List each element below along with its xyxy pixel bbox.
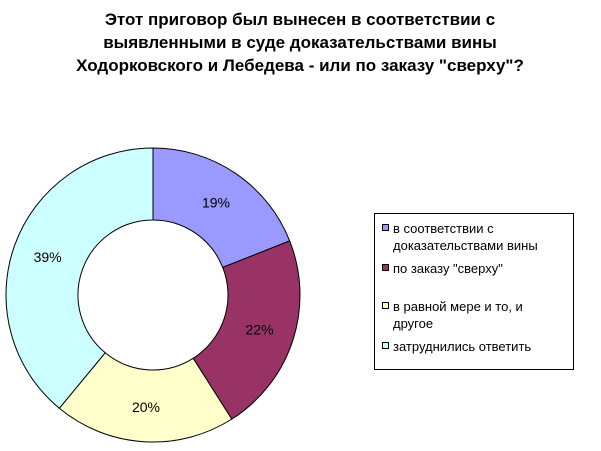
chart-title: Этот приговор был вынесен в соответствии… bbox=[76, 10, 524, 75]
chart-legend: в соответствии с доказательствами вины п… bbox=[374, 213, 574, 370]
donut-slice-4 bbox=[5, 147, 154, 409]
donut-slice-2 bbox=[192, 240, 301, 420]
legend-item-1: в соответствии с доказательствами вины bbox=[382, 220, 568, 254]
legend-swatch-1 bbox=[382, 224, 389, 231]
slice-label-2: 22% bbox=[246, 322, 274, 338]
donut-slice-3 bbox=[58, 352, 233, 443]
slice-label-3: 20% bbox=[132, 399, 160, 415]
legend-label-2: по заказу "сверху" bbox=[393, 261, 503, 276]
donut-slices bbox=[5, 147, 301, 443]
legend-label-3: в равной мере и то, и другое bbox=[393, 299, 523, 331]
legend-swatch-3 bbox=[382, 302, 389, 309]
legend-swatch-2 bbox=[382, 264, 389, 271]
donut-slice-1 bbox=[152, 147, 291, 269]
legend-item-4: затруднились ответить bbox=[382, 338, 568, 355]
legend-item-2: по заказу "сверху" bbox=[382, 260, 568, 277]
legend-label-4: затруднились ответить bbox=[393, 339, 532, 354]
legend-item-3: в равной мере и то, и другое bbox=[382, 298, 568, 332]
slice-label-4: 39% bbox=[34, 249, 62, 265]
slice-labels: 19% 22% 20% 39% bbox=[34, 194, 274, 414]
legend-label-1: в соответствии с доказательствами вины bbox=[393, 221, 538, 253]
legend-swatch-4 bbox=[382, 342, 389, 349]
slice-label-1: 19% bbox=[202, 194, 230, 210]
